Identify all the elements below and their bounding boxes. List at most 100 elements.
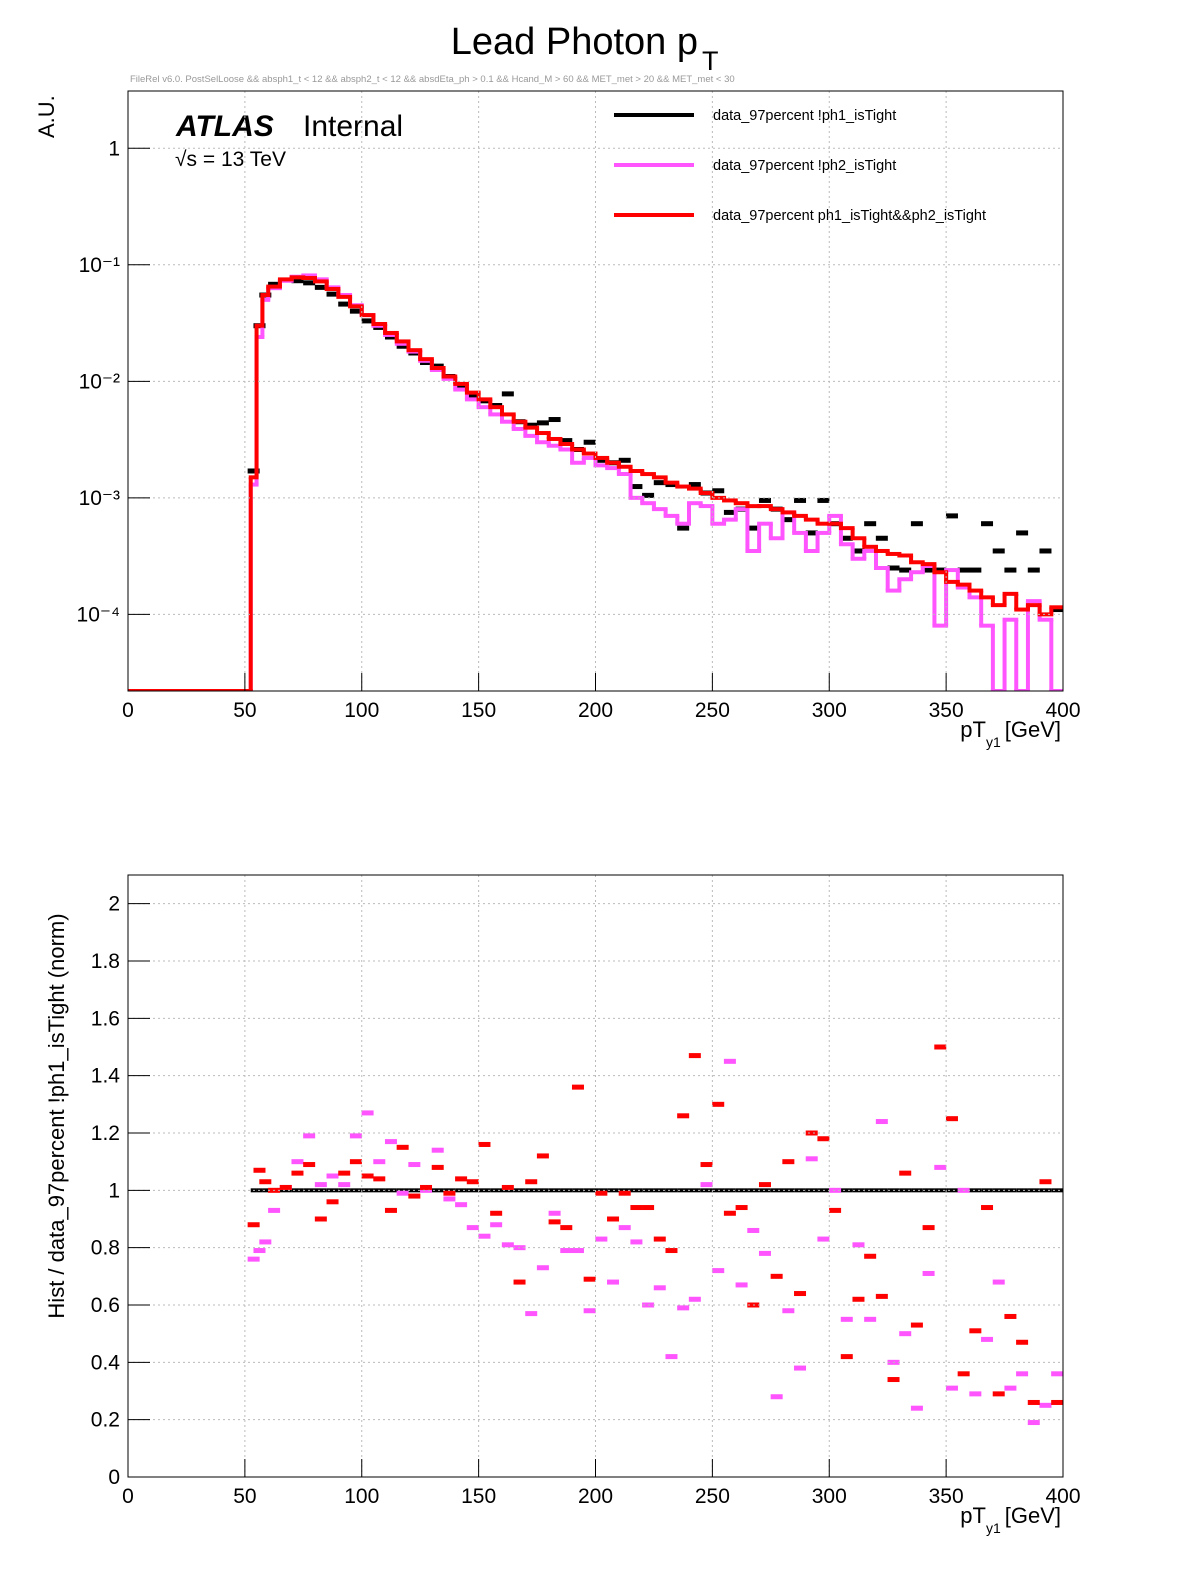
marker [253, 1248, 266, 1254]
marker [396, 343, 409, 349]
marker [700, 1182, 713, 1188]
marker [770, 1394, 783, 1400]
x-tick-label: 400 [1045, 699, 1080, 722]
x-tick-label: 300 [812, 699, 847, 722]
experiment-label: ATLAS [175, 110, 274, 143]
marker [981, 1336, 994, 1342]
marker [314, 1182, 327, 1188]
marker [253, 1167, 266, 1173]
marker [747, 525, 760, 531]
y-tick-label: 1.2 [91, 1122, 120, 1145]
x-axis-title-main: pT [960, 717, 986, 742]
marker [501, 1184, 514, 1190]
marker [525, 1179, 538, 1185]
legend-label: data_97percent !ph1_isTight [713, 108, 896, 124]
marker [501, 1242, 514, 1248]
status-label: Internal [303, 110, 403, 143]
marker [1027, 1420, 1040, 1426]
marker [805, 1130, 818, 1136]
marker [665, 1354, 678, 1360]
marker [934, 1044, 947, 1050]
marker [688, 1053, 701, 1059]
marker [887, 1377, 900, 1383]
marker [677, 525, 690, 531]
chart-title-subscript: T [702, 46, 719, 76]
marker [852, 1296, 865, 1302]
marker [899, 567, 912, 573]
marker [595, 1236, 608, 1242]
marker [259, 1239, 272, 1245]
marker [431, 1147, 444, 1153]
marker [525, 422, 538, 428]
marker [303, 1162, 316, 1168]
marker [805, 530, 818, 536]
marker [618, 1225, 631, 1231]
marker [408, 1162, 421, 1168]
marker [758, 497, 771, 503]
y-tick-label: 1 [108, 1179, 120, 1202]
marker [957, 567, 970, 573]
marker [747, 1227, 760, 1233]
marker [688, 1296, 701, 1302]
x-axis-title: pTy1 [GeV] [960, 717, 1061, 750]
marker [1016, 1339, 1029, 1345]
marker [349, 308, 362, 314]
marker [349, 1133, 362, 1139]
marker [782, 517, 795, 523]
marker [525, 1311, 538, 1317]
y-axis-title: A.U. [34, 95, 59, 138]
marker [291, 1159, 304, 1165]
marker [1027, 1399, 1040, 1405]
marker [642, 1205, 655, 1211]
marker [478, 1233, 491, 1239]
marker [1027, 567, 1040, 573]
x-axis-title: pTy1 [GeV] [960, 1503, 1061, 1536]
marker [583, 439, 596, 445]
x-tick-label: 100 [344, 1485, 379, 1508]
y-tick-label: 0.6 [91, 1294, 120, 1317]
marker [1016, 530, 1029, 536]
marker [247, 468, 260, 474]
y-tick-label: 10⁻⁴ [77, 603, 120, 626]
marker [338, 301, 351, 307]
marker [536, 420, 549, 426]
marker [326, 291, 339, 297]
marker [420, 1184, 433, 1190]
marker [899, 1331, 912, 1337]
marker [910, 1322, 923, 1328]
marker [373, 1159, 386, 1165]
marker [665, 1248, 678, 1254]
marker [782, 1159, 795, 1165]
marker [642, 492, 655, 498]
marker [981, 521, 994, 527]
y-axis-title: Hist / data_97percent !ph1_isTight (norm… [44, 913, 69, 1318]
marker [513, 1279, 526, 1285]
marker [910, 521, 923, 527]
marker [782, 1308, 795, 1314]
marker [735, 1205, 748, 1211]
marker [864, 521, 877, 527]
marker [338, 1182, 351, 1188]
marker [478, 1141, 491, 1147]
marker [536, 1265, 549, 1271]
marker [922, 1225, 935, 1231]
marker [618, 457, 631, 463]
marker [1004, 1385, 1017, 1391]
marker [957, 1371, 970, 1377]
marker [443, 1196, 456, 1202]
marker [490, 1222, 503, 1228]
marker [758, 1182, 771, 1188]
marker [945, 1116, 958, 1122]
marker [1051, 1399, 1063, 1405]
marker [349, 1159, 362, 1165]
marker [969, 1328, 982, 1334]
marker [1016, 1371, 1029, 1377]
marker [303, 1133, 316, 1139]
marker [607, 1216, 620, 1222]
marker [817, 497, 830, 503]
marker [560, 1225, 573, 1231]
y-tick-label: 0.8 [91, 1237, 120, 1260]
x-tick-label: 100 [344, 699, 379, 722]
marker [758, 1250, 771, 1256]
marker [396, 1190, 409, 1196]
